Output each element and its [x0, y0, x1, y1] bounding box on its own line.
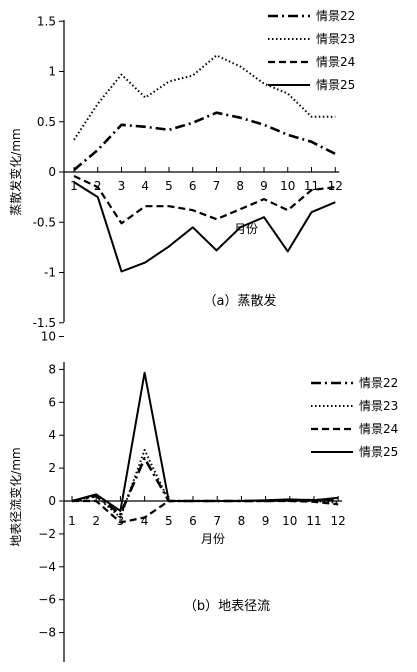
x-tick-label: 9 [262, 514, 270, 528]
x-tick-label: 2 [92, 514, 100, 528]
chart-caption: （b）地表径流 [184, 599, 270, 614]
y-tick-label: 10 [41, 330, 56, 344]
y-tick-label: −8 [38, 626, 56, 640]
legend-label: 情景25 [359, 445, 398, 459]
x-tick-label: 5 [165, 514, 173, 528]
legend-label: 情景22 [359, 376, 398, 390]
legend: 情景22 情景23 情景24 情景25 [311, 376, 398, 459]
y-axis-label: 地表径流变化/mm [8, 447, 23, 546]
y-tick-label: −6 [38, 593, 56, 607]
y-tick-label: 8 [48, 362, 56, 376]
y-tick-label: 1.5 [37, 14, 56, 28]
legend-label: 情景23 [316, 32, 355, 46]
series-line-3 [73, 175, 336, 225]
chart-panel-0: -1.5-1-0.500.511.51 2 3 4 5 6 7 8 9 10 11 12月份蒸散发变化… [8, 9, 355, 330]
legend-label: 情景22 [316, 9, 355, 23]
y-tick-label: 0 [48, 494, 56, 508]
y-tick-label: 1 [48, 65, 56, 79]
x-tick-label: 1 [70, 179, 78, 193]
x-tick-label: 12 [331, 514, 346, 528]
x-tick-label: 10 [282, 514, 297, 528]
y-tick-label: 2 [48, 461, 56, 475]
series-line-1 [73, 111, 336, 171]
series-line-4 [71, 371, 339, 512]
y-tick-label: -0.5 [33, 215, 56, 229]
x-tick-label: 8 [236, 179, 244, 193]
x-tick-label: 12 [328, 179, 343, 193]
x-tick-label: 8 [238, 514, 246, 528]
x-tick-label: 3 [118, 179, 126, 193]
x-tick-label: 11 [304, 179, 319, 193]
y-tick-label: -1.5 [33, 316, 56, 330]
chart-caption: （a）蒸散发 [204, 293, 277, 309]
x-tick-label: 10 [280, 179, 295, 193]
x-tick-label: 1 [68, 514, 76, 528]
x-tick-label: 4 [141, 514, 149, 528]
x-tick-label: 11 [306, 514, 321, 528]
series-line-2 [73, 54, 336, 141]
x-tick-label: 9 [260, 179, 268, 193]
x-tick-label: 7 [213, 514, 221, 528]
legend-label: 情景24 [316, 55, 355, 69]
x-axis-label: 月份 [201, 532, 225, 546]
y-tick-label: −2 [38, 527, 56, 541]
y-tick-label: 4 [48, 428, 56, 442]
x-tick-label: 4 [141, 179, 149, 193]
x-tick-label: 6 [189, 179, 197, 193]
y-tick-label: 6 [48, 395, 56, 409]
y-axis-label: 蒸散发变化/mm [8, 128, 23, 215]
legend: 情景22 情景23 情景24 情景25 [268, 9, 355, 92]
x-tick-label: 7 [213, 179, 221, 193]
x-tick-label: 5 [165, 179, 173, 193]
x-axis-label: 月份 [234, 222, 258, 236]
y-tick-label: −4 [38, 560, 56, 574]
x-tick-label: 6 [189, 514, 197, 528]
y-tick-label: -1 [44, 266, 56, 280]
y-tick-label: 0 [48, 165, 56, 179]
legend-label: 情景24 [359, 422, 398, 436]
series-line-4 [73, 181, 336, 273]
legend-label: 情景23 [359, 399, 398, 413]
legend-label: 情景25 [316, 78, 355, 92]
y-tick-label: 0.5 [37, 115, 56, 129]
